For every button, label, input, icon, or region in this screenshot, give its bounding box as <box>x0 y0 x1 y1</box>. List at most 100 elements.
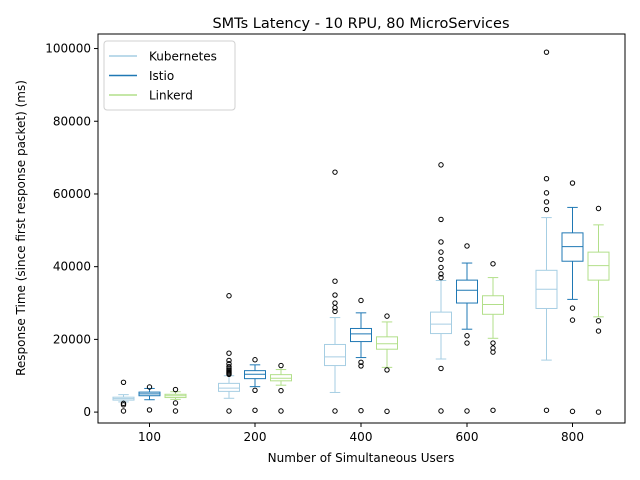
outlier-point <box>120 408 127 414</box>
box-linkerd-800 <box>587 205 610 415</box>
outlier-point <box>438 239 444 245</box>
outlier-point <box>358 407 364 414</box>
box-istio-600 <box>456 243 478 414</box>
outlier-point <box>438 264 444 271</box>
box-iqr <box>218 382 240 392</box>
outlier-point <box>569 317 576 323</box>
outlier-point <box>438 365 444 372</box>
y-axis-label: Response Time (since first response pack… <box>14 80 28 376</box>
box-istio-100 <box>138 384 161 413</box>
x-tick-label: 600 <box>456 430 479 444</box>
y-axis: 0 20000 40000 60000 80000 100000 <box>45 42 98 419</box>
outlier-point <box>490 340 496 346</box>
outlier-point <box>569 305 576 311</box>
outlier-point <box>543 407 550 413</box>
outlier-point <box>358 359 364 365</box>
series-kubernetes <box>112 49 558 414</box>
x-tick-label: 200 <box>244 430 267 444</box>
outlier-point <box>146 407 153 413</box>
outlier-point <box>252 357 258 363</box>
outlier-point <box>384 367 390 373</box>
outlier-point <box>332 292 338 298</box>
outlier-point <box>490 261 496 267</box>
x-tick-label: 800 <box>561 430 584 444</box>
box-istio-200 <box>244 357 266 413</box>
legend-label: Kubernetes <box>149 50 217 64</box>
outlier-point <box>332 169 338 175</box>
outlier-point <box>252 407 258 413</box>
outlier-point <box>543 175 550 182</box>
box-linkerd-100 <box>164 386 187 414</box>
outlier-point <box>120 379 127 385</box>
outlier-point <box>278 362 284 369</box>
box-iqr <box>456 279 478 304</box>
outlier-point <box>464 340 470 346</box>
outlier-point <box>252 387 258 393</box>
box-kubernetes-100 <box>112 379 135 414</box>
box-iqr <box>430 311 452 335</box>
outlier-point <box>226 371 232 377</box>
y-tick-label: 0 <box>83 405 91 419</box>
outlier-point <box>543 206 550 213</box>
outlier-point <box>543 49 550 55</box>
outlier-point <box>464 333 470 339</box>
series-istio <box>138 180 584 415</box>
box-iqr <box>350 327 372 343</box>
y-tick-label: 80000 <box>53 114 91 128</box>
box-kubernetes-200 <box>218 293 240 414</box>
box-istio-400 <box>350 297 372 414</box>
outlier-point <box>358 297 364 304</box>
outlier-point <box>226 408 232 414</box>
outlier-point <box>464 408 470 414</box>
box-linkerd-600 <box>482 261 504 413</box>
outlier-point <box>332 278 338 284</box>
box-linkerd-200 <box>270 362 292 414</box>
box-iqr <box>376 336 398 350</box>
outlier-point <box>172 400 179 406</box>
box-kubernetes-600 <box>430 162 452 414</box>
box-iqr <box>324 343 346 367</box>
outlier-point <box>332 305 338 311</box>
outlier-point <box>438 216 444 223</box>
outlier-point <box>384 313 390 319</box>
box-iqr <box>482 295 504 315</box>
outlier-point <box>226 350 232 356</box>
outlier-point <box>438 256 444 263</box>
legend: Kubernetes Istio Linkerd <box>103 40 236 111</box>
legend-label: Istio <box>149 69 174 83</box>
outlier-point <box>438 249 444 255</box>
box-istio-800 <box>561 180 584 415</box>
y-tick-label: 100000 <box>45 42 91 56</box>
outlier-point <box>464 243 470 249</box>
legend-label: Linkerd <box>149 89 193 103</box>
x-tick-label: 100 <box>138 430 161 444</box>
outlier-point <box>172 386 179 393</box>
series-linkerd <box>164 205 610 415</box>
outlier-point <box>278 387 284 394</box>
box-iqr <box>270 374 292 382</box>
outlier-point <box>278 408 284 414</box>
chart-title: SMTs Latency - 10 RPU, 80 MicroServices <box>212 16 509 32</box>
outlier-point <box>226 293 232 299</box>
outlier-point <box>595 205 602 212</box>
y-tick-label: 60000 <box>53 187 91 201</box>
box-linkerd-400 <box>376 313 398 415</box>
box-kubernetes-400 <box>324 169 346 414</box>
outlier-point <box>332 300 338 306</box>
box-kubernetes-800 <box>535 49 558 413</box>
outlier-point <box>332 408 338 414</box>
outlier-point <box>438 162 444 168</box>
x-tick-label: 400 <box>350 430 373 444</box>
y-tick-label: 40000 <box>53 260 91 274</box>
outlier-point <box>172 408 179 414</box>
x-axis-label: Number of Simultaneous Users <box>268 451 455 465</box>
outlier-point <box>332 308 338 315</box>
outlier-point <box>490 407 496 413</box>
outlier-point <box>569 180 576 186</box>
outlier-point <box>438 271 444 277</box>
outlier-point <box>490 349 496 355</box>
outlier-point <box>595 318 602 324</box>
outlier-point <box>543 190 550 196</box>
outlier-point <box>146 384 153 390</box>
outlier-point <box>569 408 576 415</box>
